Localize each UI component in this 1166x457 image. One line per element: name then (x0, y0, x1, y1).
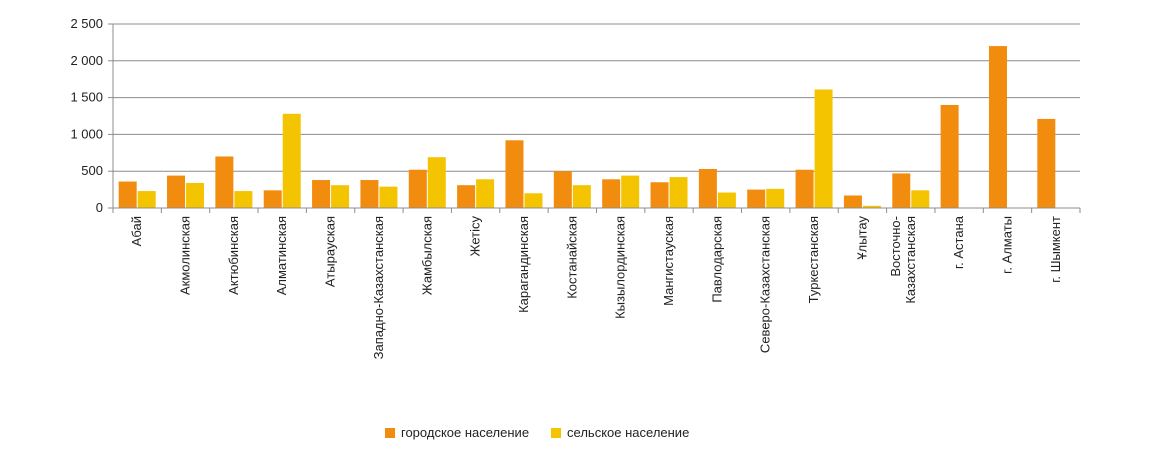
x-tick-label: Жамбылская (419, 216, 434, 295)
y-tick-label: 1 500 (70, 90, 103, 105)
x-tick-label: Акмолинская (178, 216, 193, 295)
y-tick-label: 0 (96, 200, 103, 215)
bar-rural (621, 175, 640, 208)
bar-rural (427, 157, 446, 208)
x-tick-label: Павлодарская (709, 216, 724, 303)
x-tick-label: г. Астана (951, 215, 966, 269)
bar-urban (795, 169, 814, 208)
bar-chart: 0 500 1 000 1 500 2 000 2 500 Абай Акмолинская… (70, 16, 1081, 359)
x-tick-label: Западно-Казахстанская (371, 216, 386, 359)
x-tick-label: Восточно- (888, 216, 903, 277)
bar-urban (988, 46, 1007, 208)
bar-urban (747, 189, 766, 208)
legend-item-urban: городское население (385, 425, 529, 440)
grid-lines (113, 23, 1080, 209)
x-tick-label: Мангистауская (661, 216, 676, 306)
bar-urban (360, 180, 379, 208)
bar-rural (572, 185, 591, 208)
legend: городское население сельское население (385, 425, 711, 440)
x-tick-label: Абай (129, 216, 144, 246)
bar-rural (766, 188, 785, 208)
bar-urban (602, 179, 621, 208)
x-tick-label: Казахстанская (903, 216, 918, 304)
bar-urban (167, 175, 186, 208)
y-tick-label: 1 000 (70, 126, 103, 141)
bar-urban (263, 190, 282, 208)
x-tick-label: Карагандинская (516, 216, 531, 313)
y-tick-label: 2 500 (70, 16, 103, 31)
legend-label-urban: городское население (401, 425, 530, 440)
bar-rural (717, 192, 736, 208)
bar-rural (186, 182, 205, 208)
legend-label-rural: сельское население (567, 425, 690, 440)
bar-urban (553, 171, 572, 208)
bar-urban (843, 195, 862, 208)
bar-urban (698, 168, 717, 208)
bar-rural (524, 193, 543, 208)
y-tick-label: 500 (81, 163, 103, 178)
x-tick-label: Кызылординская (613, 216, 628, 319)
bar-urban (650, 182, 669, 208)
x-tick-label: Туркестанская (806, 216, 821, 303)
bar-urban (408, 169, 427, 208)
bars (118, 46, 1056, 208)
bar-urban (457, 185, 476, 208)
y-axis: 0 500 1 000 1 500 2 000 2 500 (70, 16, 114, 215)
bar-urban (892, 173, 911, 208)
bar-rural (476, 179, 495, 208)
x-tick-label: Северо-Казахстанская (758, 216, 773, 353)
x-tick-label: г. Алматы (999, 216, 1014, 274)
bar-rural (379, 186, 398, 208)
bar-urban (312, 180, 331, 208)
x-tick-label: Жетісу (468, 216, 483, 257)
bar-rural (911, 190, 930, 208)
bar-urban (940, 104, 959, 208)
bar-urban (118, 181, 137, 208)
bar-urban (505, 140, 524, 208)
x-tick-label: Актюбинская (226, 216, 241, 295)
bar-rural (282, 113, 301, 208)
bar-rural (137, 191, 156, 208)
x-tick-label: Атырауская (323, 216, 338, 287)
bar-rural (234, 191, 253, 208)
legend-swatch-urban (385, 427, 395, 438)
y-tick-label: 2 000 (70, 53, 103, 68)
x-tick-label: г. Шымкент (1048, 216, 1063, 283)
bar-rural (862, 205, 881, 208)
bar-urban (215, 156, 234, 208)
legend-item-rural: сельское население (551, 425, 689, 440)
bar-rural (814, 89, 833, 208)
legend-swatch-rural (551, 427, 562, 438)
x-axis: Абай Акмолинская Актюбинская Алматинская Аты… (112, 207, 1081, 359)
bar-rural (669, 177, 688, 208)
x-tick-label: Костанайская (564, 216, 579, 299)
bar-urban (1037, 118, 1056, 208)
x-tick-label: Алматинская (274, 216, 289, 295)
x-tick-label: Ұлытау (854, 216, 869, 260)
bar-rural (331, 185, 350, 208)
